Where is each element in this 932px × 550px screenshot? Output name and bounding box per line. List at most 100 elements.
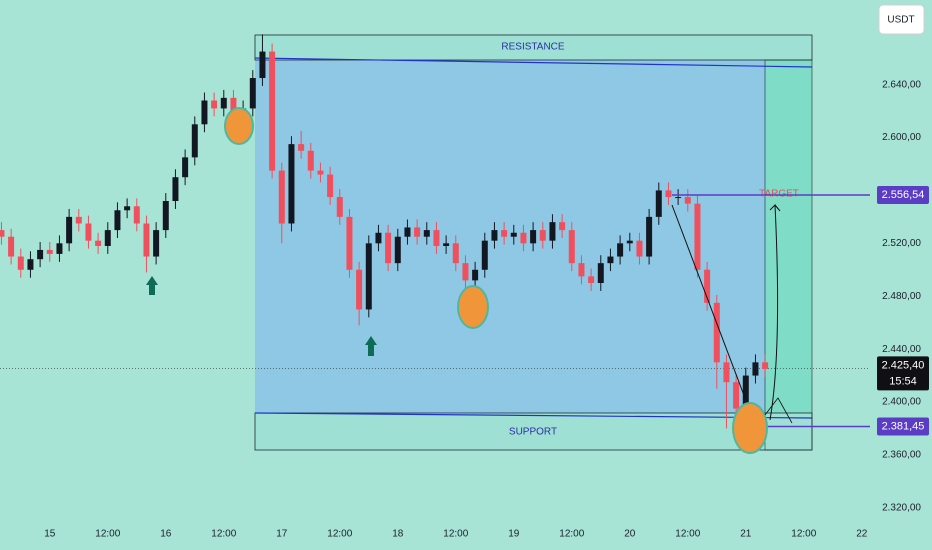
x-tick-label: 12:00 — [95, 529, 120, 540]
candle-body — [462, 263, 469, 281]
candle-body — [385, 232, 392, 264]
candle-body — [249, 78, 256, 109]
candle-body — [694, 203, 701, 270]
candle-body — [95, 240, 102, 246]
candle-body — [114, 210, 121, 231]
candle-body — [443, 243, 450, 246]
candle-body — [762, 362, 769, 369]
highlight-circle — [224, 107, 254, 145]
x-tick-label: 12:00 — [327, 529, 352, 540]
candle-body — [269, 51, 276, 171]
support-zone — [254, 412, 813, 451]
candle-body — [394, 236, 401, 264]
candle-body — [85, 223, 92, 241]
candle-body — [675, 197, 682, 199]
candle-body — [288, 144, 295, 224]
candle-body — [617, 243, 624, 257]
countdown-label: 15:54 — [889, 375, 917, 387]
projection-zigzag — [764, 397, 793, 424]
y-tick-label: 2.400,00 — [882, 397, 921, 408]
candle-body — [298, 144, 305, 151]
candle-body — [46, 249, 53, 254]
x-tick-label: 17 — [276, 529, 288, 540]
marks — [0, 34, 870, 442]
candle-body — [607, 256, 614, 264]
candle-body — [182, 157, 189, 178]
candle-body — [220, 97, 227, 109]
x-tick-label: 12:00 — [559, 529, 584, 540]
support-label: SUPPORT — [509, 427, 557, 438]
candle-body — [278, 170, 285, 224]
y-tick-label: 2.360,00 — [882, 450, 921, 461]
x-tick-label: 16 — [160, 529, 172, 540]
candle-body — [646, 216, 653, 257]
currency-box[interactable] — [878, 4, 925, 35]
price-axis: 2.640,00 2.600,00 2.520,00 2.480,00 2.440,00… — [44, 79, 929, 540]
y-tick-label: 2.320,00 — [882, 502, 921, 513]
currency-label[interactable]: USDT — [887, 15, 914, 26]
candle-body — [665, 190, 672, 198]
candle-body — [143, 223, 150, 257]
candle-body — [626, 240, 633, 244]
support-badge-label: 2.381,45 — [882, 420, 925, 432]
currency-button[interactable]: USDT — [878, 4, 925, 35]
candle-body — [133, 206, 140, 224]
target-badge-label: 2.556,54 — [882, 189, 925, 201]
candle-body — [530, 230, 537, 244]
candle-body — [752, 362, 759, 376]
projection-curve — [769, 203, 781, 421]
candle-body — [549, 222, 556, 241]
projection-outline — [764, 59, 813, 451]
candle-body — [37, 249, 44, 260]
range-zone — [255, 60, 765, 415]
candle-body — [713, 302, 720, 363]
candle-body — [559, 222, 566, 231]
y-tick-label: 2.600,00 — [882, 132, 921, 143]
candle-body — [433, 230, 440, 246]
candle-body — [66, 216, 73, 244]
x-tick-label: 12:00 — [791, 529, 816, 540]
candle-body — [423, 230, 430, 237]
projection-zone — [765, 60, 812, 450]
candle-body — [356, 269, 363, 310]
up-arrow — [365, 336, 377, 356]
drawings — [146, 107, 793, 454]
candle-body — [365, 243, 372, 310]
candle-body — [578, 263, 585, 277]
candle-body — [211, 100, 218, 109]
candle-body — [481, 240, 488, 270]
candle-body — [75, 216, 82, 224]
candle-body — [520, 232, 527, 244]
candle-body — [636, 240, 643, 257]
candle-body — [27, 259, 34, 270]
current-badge — [877, 356, 929, 391]
candle-body — [191, 124, 198, 158]
zones: RESISTANCE SUPPORT TARGET — [254, 34, 813, 451]
y-tick-label: 2.440,00 — [882, 344, 921, 355]
candle-body — [124, 206, 131, 211]
candle-body — [404, 227, 411, 237]
up-arrow — [146, 276, 158, 295]
candle-body — [336, 197, 343, 217]
candle-body — [0, 230, 5, 237]
candle-body — [501, 230, 508, 237]
candle-body — [491, 230, 498, 241]
support-line — [254, 412, 813, 419]
x-tick-label: 20 — [624, 529, 636, 540]
highlight-circle — [457, 285, 489, 329]
candle-body — [153, 230, 160, 257]
x-tick-label: 19 — [508, 529, 520, 540]
candle-body — [452, 243, 459, 264]
resistance-line — [254, 57, 813, 68]
highlight-circle — [732, 402, 768, 454]
trend-line — [671, 204, 746, 399]
target-label: TARGET — [759, 189, 799, 200]
x-tick-label: 21 — [740, 529, 752, 540]
current-badge-label: 2.425,40 — [882, 359, 925, 371]
candle-body — [17, 256, 24, 270]
y-tick-label: 2.480,00 — [882, 291, 921, 302]
candle-body — [327, 174, 334, 198]
resistance-label: RESISTANCE — [501, 42, 564, 53]
candle-body — [588, 276, 595, 283]
candle-body — [104, 230, 111, 246]
